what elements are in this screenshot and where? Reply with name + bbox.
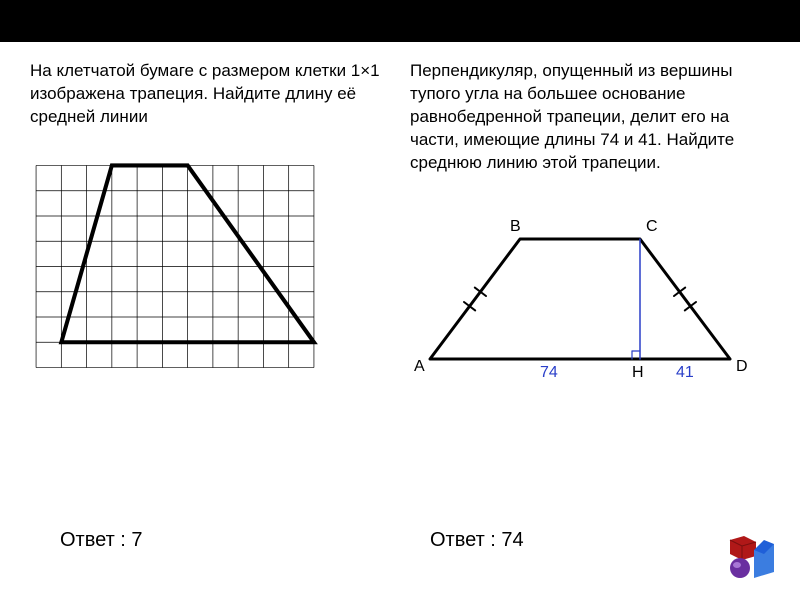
right-figure: A B C D H 74 41: [410, 199, 770, 399]
corner-icons: [722, 532, 778, 580]
svg-text:C: C: [646, 218, 658, 235]
svg-text:A: A: [414, 358, 425, 375]
shapes-icon: [722, 532, 778, 580]
prism-icon: [754, 540, 774, 578]
top-bar: [0, 0, 800, 42]
svg-text:74: 74: [540, 364, 558, 381]
svg-text:D: D: [736, 358, 748, 375]
left-problem-text: На клетчатой бумаге с размером клетки 1×…: [30, 60, 380, 129]
left-figure: [30, 159, 380, 379]
right-answer: Ответ : 74: [430, 529, 524, 552]
slide-content: На клетчатой бумаге с размером клетки 1×…: [0, 42, 800, 600]
svg-text:B: B: [510, 218, 521, 235]
right-column: Перпендикуляр, опущенный из вершины тупо…: [410, 60, 770, 399]
isosceles-trapezoid-figure: A B C D H 74 41: [410, 199, 755, 394]
grid-trapezoid-figure: [30, 159, 320, 374]
svg-text:41: 41: [676, 364, 694, 381]
cube-icon: [730, 536, 756, 560]
svg-text:H: H: [632, 364, 644, 381]
left-answer: Ответ : 7: [60, 529, 143, 552]
right-problem-text: Перпендикуляр, опущенный из вершины тупо…: [410, 60, 770, 175]
sphere-icon: [730, 558, 750, 578]
left-column: На клетчатой бумаге с размером клетки 1×…: [30, 60, 380, 379]
